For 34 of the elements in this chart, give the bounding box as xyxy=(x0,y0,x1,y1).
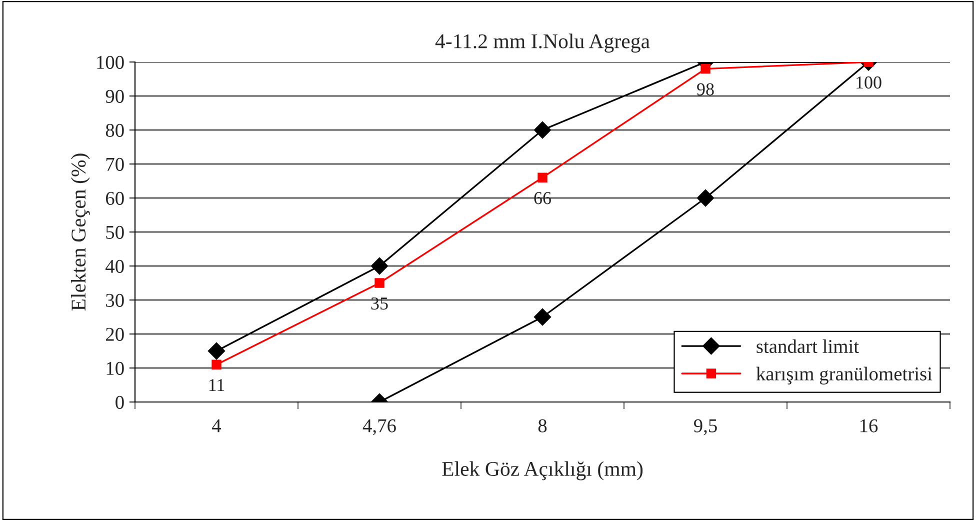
x-tick-label: 16 xyxy=(860,419,878,432)
point xyxy=(696,189,714,207)
point xyxy=(208,342,226,360)
point xyxy=(700,64,710,74)
data-label: 98 xyxy=(697,83,714,96)
x-tick-label: 8 xyxy=(538,419,547,432)
point xyxy=(538,172,548,182)
y-tick-label: 20 xyxy=(106,328,124,341)
point xyxy=(534,121,552,139)
point xyxy=(370,257,388,275)
data-label: 100 xyxy=(856,76,882,89)
y-tick-label: 100 xyxy=(97,56,124,69)
y-tick-label: 0 xyxy=(116,396,124,409)
data-label: 35 xyxy=(371,297,388,310)
y-tick-label: 40 xyxy=(106,260,124,273)
y-tick-label: 10 xyxy=(106,362,124,375)
y-tick-label: 50 xyxy=(106,226,124,239)
y-tick-label: 30 xyxy=(106,294,124,307)
point xyxy=(534,308,552,326)
y-tick-label: 80 xyxy=(106,124,124,137)
legend-label: karışım granülometrisi xyxy=(756,366,932,384)
point xyxy=(212,360,222,370)
point xyxy=(374,278,384,288)
x-tick-label: 4,76 xyxy=(362,419,396,436)
legend-label: standart limit xyxy=(756,339,859,354)
y-tick-label: 70 xyxy=(106,158,124,171)
data-label: 11 xyxy=(209,379,224,392)
x-axis-title: Elek Göz Açıklığı (mm) xyxy=(442,461,643,480)
y-tick-label: 90 xyxy=(106,90,124,103)
chart-title: 4-11.2 mm I.Nolu Agrega xyxy=(435,34,650,53)
x-tick-label: 9,5 xyxy=(694,419,717,436)
y-tick-label: 60 xyxy=(106,192,124,205)
x-tick-label: 4 xyxy=(212,419,222,432)
y-axis-title: Elekten Geçen (%) xyxy=(70,154,90,311)
